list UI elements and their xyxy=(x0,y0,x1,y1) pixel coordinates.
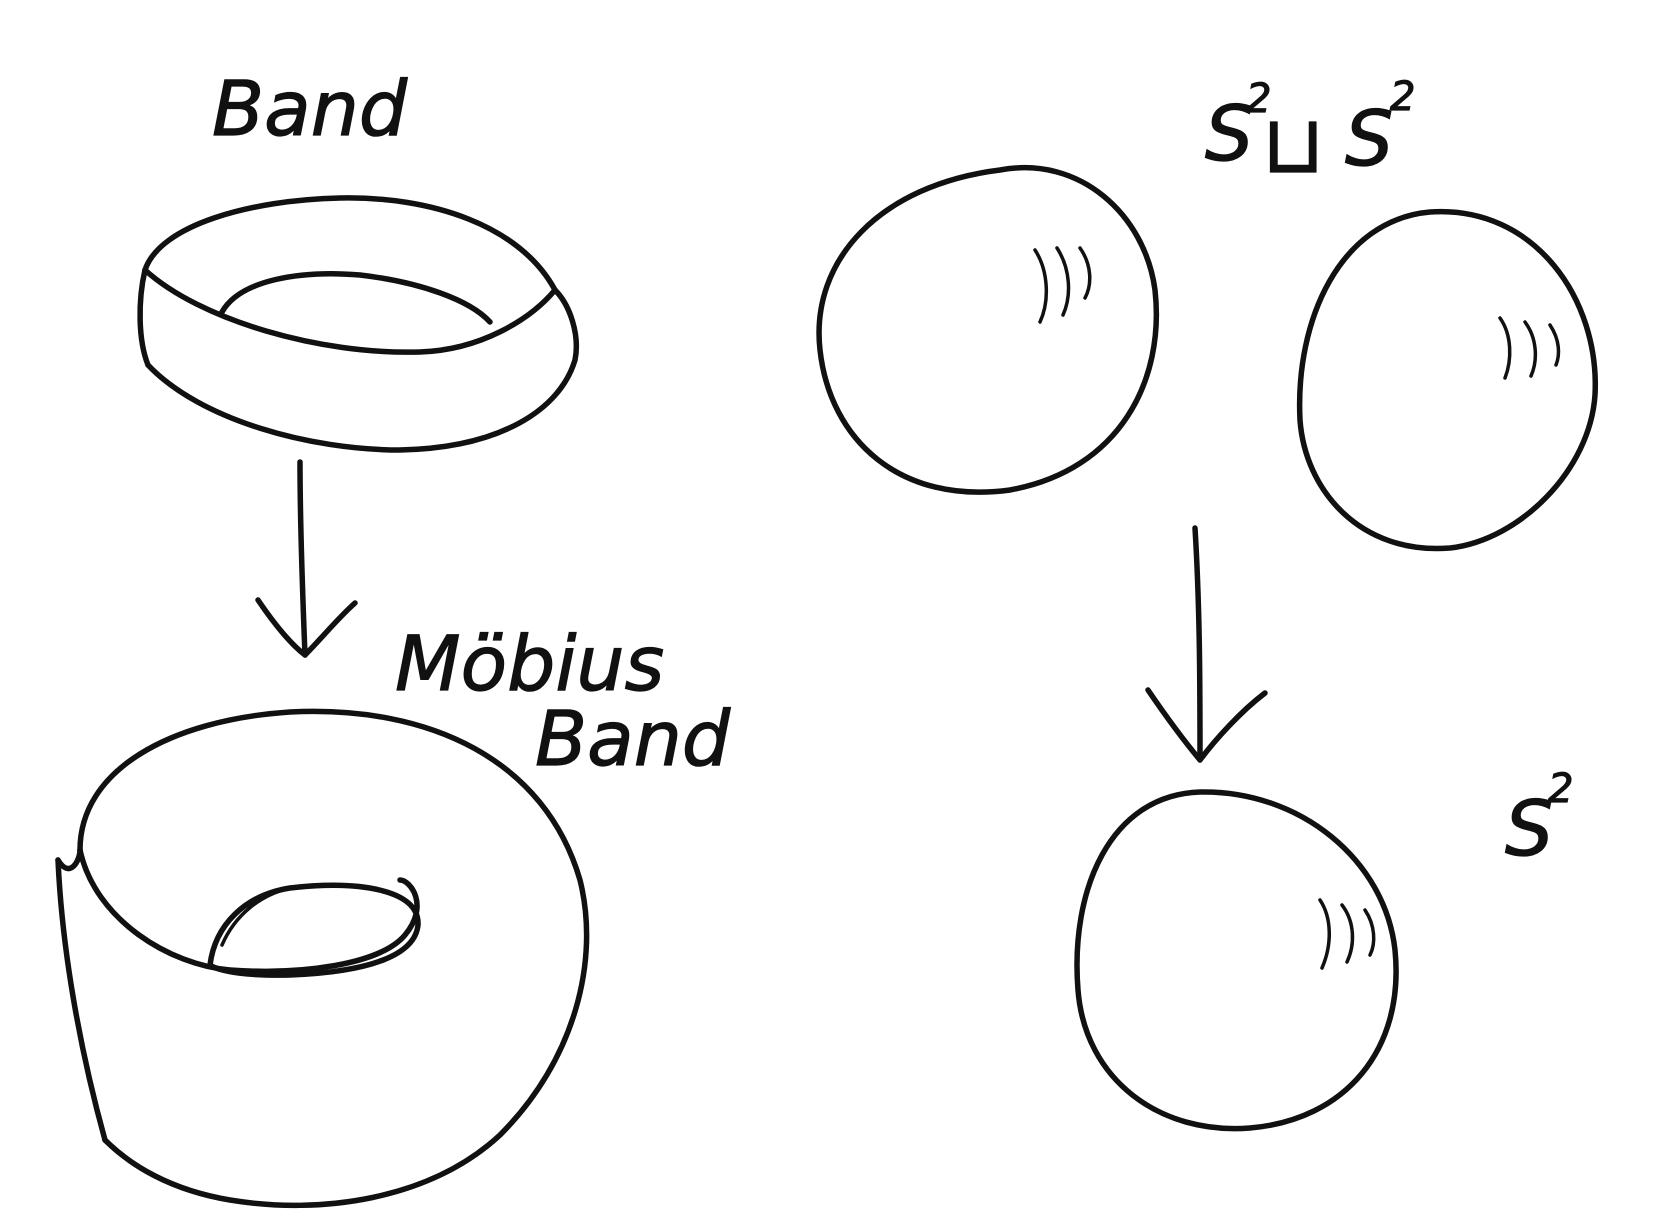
sphere-left-drawing xyxy=(816,165,1160,495)
sphere-right-highlight-2 xyxy=(1523,320,1538,378)
mobius-left-fold xyxy=(55,847,83,872)
mobius-band-drawing xyxy=(55,708,590,1209)
union-left-exp: 2 xyxy=(1246,76,1271,122)
label-sphere: S 2 xyxy=(1504,765,1574,873)
band-left-side xyxy=(137,267,151,368)
band-bottom-rim xyxy=(145,287,579,453)
arrow-union-to-sphere-icon xyxy=(1145,525,1268,763)
sphere-right-highlight-1 xyxy=(1498,316,1512,380)
union-right-base: S xyxy=(1345,94,1393,183)
label-disjoint-union: S 2 ⊔ S 2 xyxy=(1204,73,1416,191)
band-inner-hole xyxy=(219,271,493,325)
sphere-left-outline xyxy=(816,165,1160,495)
sphere-left-highlight-2 xyxy=(1055,246,1071,317)
sphere-bottom-outline xyxy=(1074,789,1399,1132)
mobius-outer-loop xyxy=(77,708,590,1209)
union-operator: ⊔ xyxy=(1262,98,1324,191)
mobius-inner-hole xyxy=(207,882,421,978)
union-right-exp: 2 xyxy=(1390,74,1415,120)
label-mobius-line1: Möbius xyxy=(395,619,664,708)
label-mobius-line2: Band xyxy=(535,694,731,783)
sphere-exp: 2 xyxy=(1548,766,1573,812)
sphere-right-outline xyxy=(1296,209,1598,552)
label-band: Band xyxy=(212,64,408,153)
mobius-left-edge xyxy=(55,857,108,1143)
band-top-rim xyxy=(142,195,558,293)
sphere-bottom-drawing xyxy=(1074,789,1399,1132)
arrow-band-to-mobius-icon xyxy=(255,459,358,658)
sphere-left-highlight-3 xyxy=(1078,246,1092,300)
sphere-right-drawing xyxy=(1296,209,1598,552)
sphere-bottom-highlight-1 xyxy=(1318,898,1331,970)
sphere-bottom-highlight-3 xyxy=(1363,908,1376,957)
sphere-base: S xyxy=(1505,784,1553,873)
mobius-hole-shading xyxy=(220,886,292,947)
union-left-base: S xyxy=(1205,89,1253,178)
mobius-inner-sweep xyxy=(77,847,420,974)
sphere-left-highlight-1 xyxy=(1033,248,1049,324)
sphere-bottom-highlight-2 xyxy=(1340,903,1355,964)
band-drawing xyxy=(137,195,579,453)
band-front-edge xyxy=(142,267,558,355)
sphere-right-highlight-3 xyxy=(1548,323,1561,367)
